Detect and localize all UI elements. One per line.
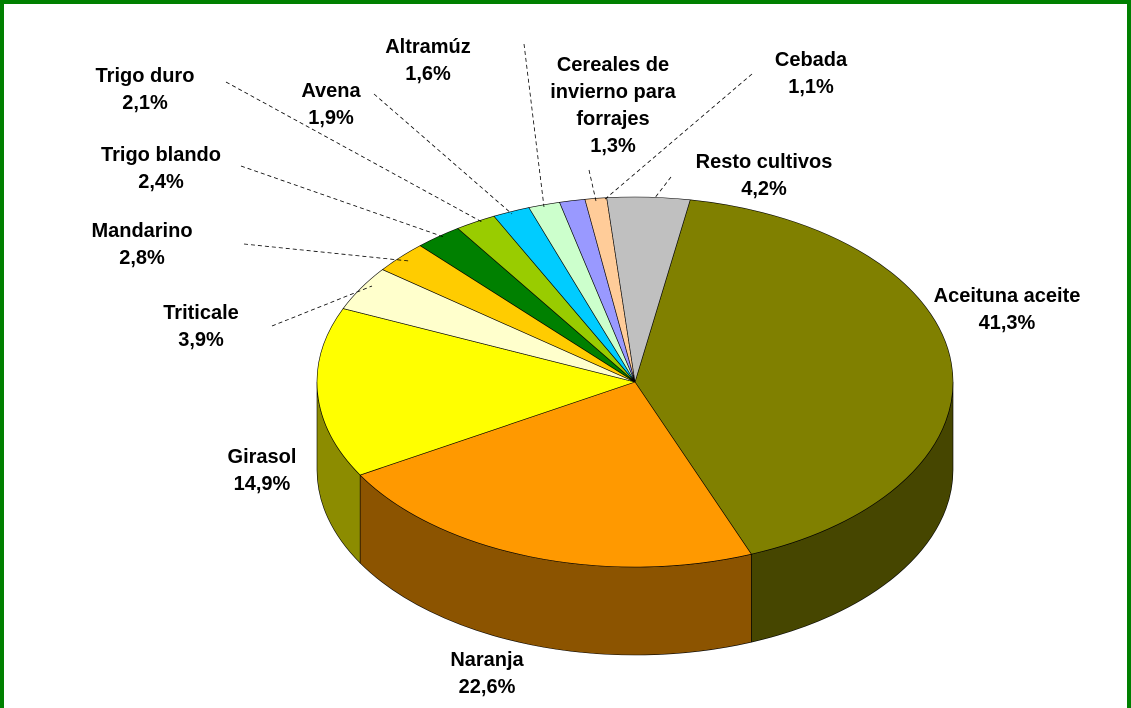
value-label: 1,1% [788, 76, 834, 98]
slice [359, 381, 752, 568]
value-label: 1,9% [308, 107, 354, 129]
data-label: Avena 1,9% [301, 78, 360, 132]
data-label: Trigo blando 2,4% [101, 142, 221, 196]
leader-line [588, 169, 597, 202]
value-label: 14,9% [233, 473, 291, 495]
category-name: Girasol [227, 446, 297, 468]
category-name: Avena [301, 80, 361, 102]
category-name: Altramúz [385, 36, 471, 58]
data-label: Resto cultivos 4,2% [696, 149, 833, 203]
data-label: Aceituna aceite 41,3% [934, 283, 1081, 337]
value-label: 3,9% [178, 329, 224, 351]
category-name: Cebada [774, 49, 848, 71]
data-label: Trigo duro 2,1% [96, 63, 195, 117]
category-name: Naranja [450, 649, 524, 671]
slice [316, 308, 637, 476]
value-label: 22,6% [458, 676, 516, 698]
value-label: 2,4% [138, 171, 184, 193]
slice [634, 199, 954, 555]
category-name: Cereales de invierno para forrajes [550, 54, 676, 130]
data-label: Cebada 1,1% [775, 47, 847, 101]
data-label: Mandarino 2,8% [91, 218, 192, 272]
data-label: Girasol 14,9% [228, 444, 297, 498]
data-label: Naranja 22,6% [450, 647, 523, 701]
leader-line [240, 165, 445, 238]
category-name: Mandarino [91, 220, 193, 242]
category-name: Trigo blando [101, 144, 221, 166]
value-label: 1,6% [405, 63, 451, 85]
data-label: Triticale 3,9% [163, 300, 239, 354]
pie-area [225, 43, 954, 656]
leader-line [271, 285, 373, 327]
value-label: 2,8% [119, 247, 165, 269]
value-label: 41,3% [978, 312, 1036, 334]
category-name: Aceituna aceite [933, 285, 1081, 307]
value-label: 4,2% [741, 178, 787, 200]
category-name: Triticale [163, 302, 239, 324]
leader-line [653, 176, 672, 200]
leader-line [373, 93, 513, 215]
leader-line [523, 43, 545, 208]
leader-line [243, 243, 410, 262]
category-name: Trigo duro [95, 65, 195, 87]
value-label: 2,1% [122, 92, 168, 114]
category-name: Resto cultivos [695, 151, 833, 173]
data-label: Altramúz 1,6% [385, 34, 471, 88]
value-label: 1,3% [590, 135, 636, 157]
data-label: Cereales de invierno para forrajes 1,3% [518, 52, 708, 160]
leader-line [603, 73, 753, 201]
